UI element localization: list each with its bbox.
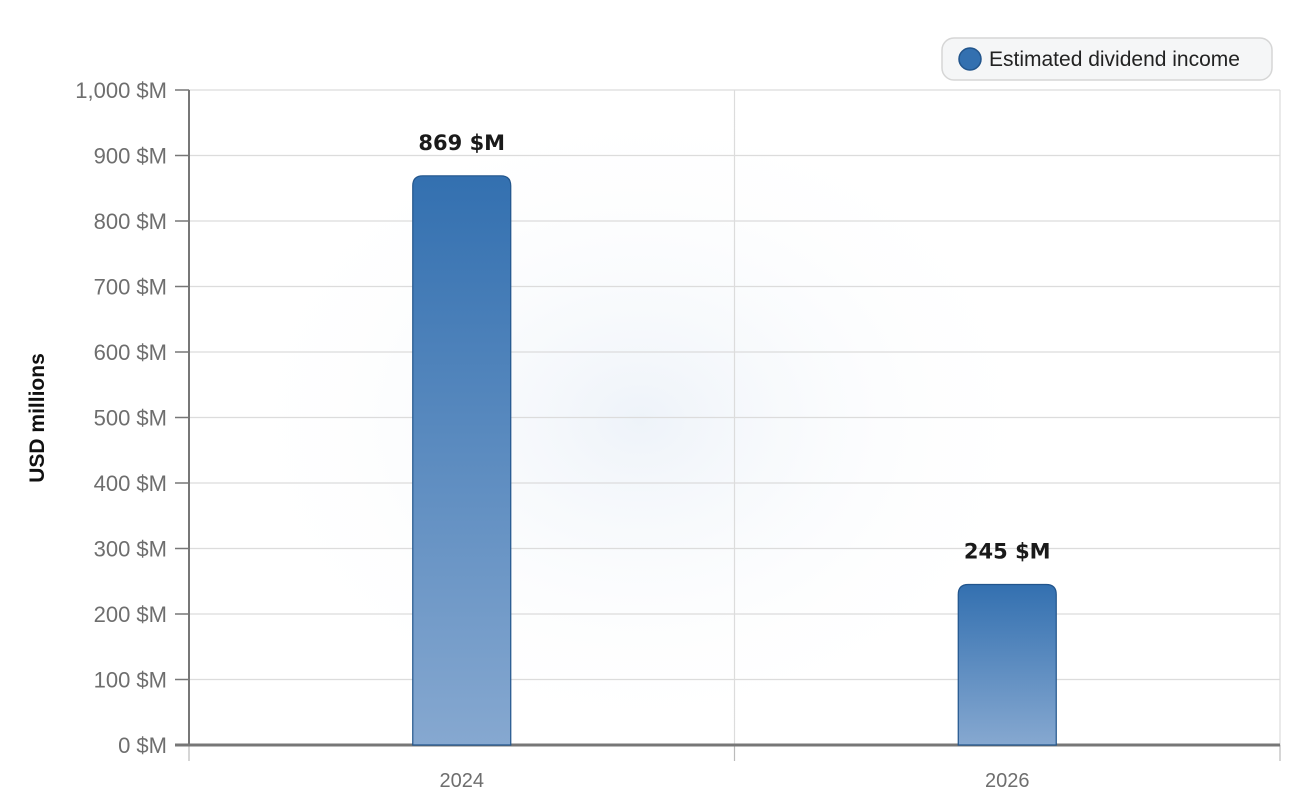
- labels: 0 $M 100 $M 200 $M 300 $M 400 $M 500 $M 600 $M…: [75, 78, 1050, 792]
- x-tick-label: 2026: [985, 770, 1030, 792]
- y-tick-label: 500 $M: [94, 406, 167, 431]
- y-tick-label: 1,000 $M: [75, 78, 167, 103]
- legend-marker: [958, 47, 982, 71]
- data-label-2024: 869 $M: [418, 131, 505, 155]
- bar-2026[interactable]: [957, 583, 1057, 746]
- legend-label: Estimated dividend income: [989, 48, 1240, 71]
- bar-2024[interactable]: [412, 175, 512, 746]
- plot-background-glow: [220, 90, 1060, 750]
- grid-lines: [189, 89, 1281, 745]
- y-tick-label: 700 $M: [94, 275, 167, 300]
- y-tick-label: 200 $M: [94, 602, 167, 627]
- axes: [175, 89, 1281, 761]
- y-tick-label: 600 $M: [94, 340, 167, 365]
- y-tick-label: 400 $M: [94, 471, 167, 496]
- legend[interactable]: Estimated dividend income: [941, 37, 1273, 81]
- y-tick-label: 300 $M: [94, 537, 167, 562]
- legend-box: [941, 37, 1273, 81]
- y-axis-title: USD millions: [26, 353, 49, 483]
- x-tick-label: 2024: [440, 770, 485, 792]
- data-label-2026: 245 $M: [964, 540, 1051, 564]
- y-tick-label: 900 $M: [94, 144, 167, 169]
- y-tick-label: 800 $M: [94, 209, 167, 234]
- y-tick-label: 100 $M: [94, 668, 167, 693]
- y-tick-label: 0 $M: [118, 733, 167, 758]
- bars: [412, 175, 1057, 746]
